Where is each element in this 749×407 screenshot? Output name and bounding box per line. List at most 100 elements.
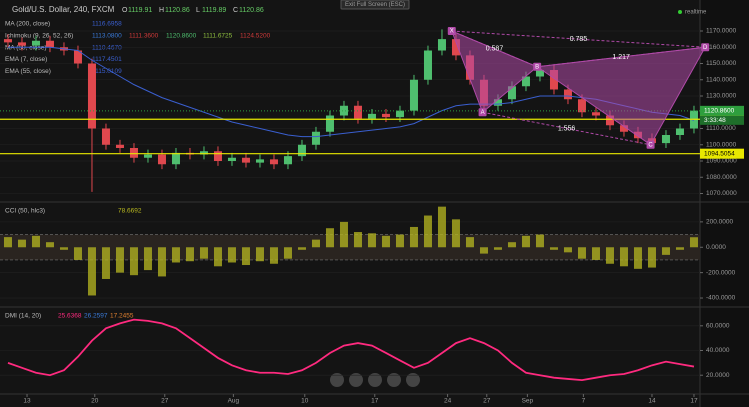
cci-bar [437, 206, 446, 248]
candle-body [101, 128, 110, 145]
symbol-title: Gold/U.S. Dollar, 240, FXCM [12, 5, 115, 14]
candle-body [325, 115, 334, 132]
candle-body [507, 86, 516, 100]
ohlc-key: H [159, 7, 164, 14]
nav-button[interactable] [330, 373, 344, 387]
x-tick-label: 17 [371, 398, 379, 405]
indicator-readout: 1117.4501 [92, 56, 122, 63]
y-tick-label: 0.0000 [706, 244, 726, 251]
cci-bar [647, 247, 656, 268]
candle-body [73, 50, 82, 64]
cci-readout: 78.6692 [118, 208, 142, 215]
cci-bar [563, 247, 572, 253]
candle-body [115, 144, 124, 148]
x-tick-label: 13 [23, 398, 31, 405]
status-label: realtime [685, 10, 707, 16]
pattern-point-label: B [535, 64, 539, 70]
y-tick-label: 1100.0000 [706, 141, 737, 148]
y-tick-label: 20.0000 [706, 372, 730, 379]
candle-body [675, 128, 684, 135]
nav-button[interactable] [406, 373, 420, 387]
x-tick-label: Aug [228, 398, 240, 405]
x-tick-label: 7 [582, 398, 586, 405]
panel-title: CCI (50, hlc3) [5, 208, 45, 215]
cci-bar [619, 247, 628, 267]
ohlc-value: 1119.91 [128, 7, 152, 14]
cci-bar [241, 247, 250, 266]
candle-body [423, 50, 432, 80]
candle-body [661, 135, 670, 144]
y-tick-label: -200.0000 [706, 269, 736, 276]
indicator-readout: 1111.3600 [129, 33, 159, 40]
cci-bar [353, 232, 362, 248]
candle-body [171, 152, 180, 165]
y-tick-label: 60.0000 [706, 323, 730, 330]
indicator-readout: 1111.6725 [203, 33, 233, 40]
cci-bar [101, 247, 110, 279]
last-price-label: 1120.8600 [704, 108, 735, 115]
x-tick-label: 20 [91, 398, 99, 405]
y-tick-label: 1170.0000 [706, 28, 737, 35]
exit-button[interactable] [340, 0, 410, 10]
cci-bar [157, 247, 166, 277]
cci-bar [577, 247, 586, 259]
cci-bar [605, 247, 614, 264]
nav-button[interactable] [387, 373, 401, 387]
pattern-point [533, 62, 542, 71]
indicator-name: Ichimoku (9, 26, 52, 26) [5, 33, 73, 40]
cci-bar [73, 247, 82, 260]
indicator-readout: 1120.8600 [166, 33, 197, 40]
pattern-ratio-line [537, 46, 706, 68]
cci-bar [283, 247, 292, 259]
indicator-readout: 1124.5200 [240, 33, 271, 40]
x-tick-label: Sep [522, 398, 534, 405]
cci-bar [451, 219, 460, 248]
pattern-point-label: D [703, 45, 708, 51]
dmi-readout: 25.6368 [58, 313, 82, 320]
cci-bar [675, 247, 684, 250]
cci-bar [325, 228, 334, 248]
pattern-ratio-line [451, 30, 706, 48]
cci-bar [45, 242, 54, 248]
indicator-readout: 1116.6958 [92, 21, 122, 28]
dmi-readout: 26.2597 [84, 313, 108, 320]
pattern-ratio: 0.785 [570, 36, 588, 43]
cci-bar [129, 247, 138, 276]
pattern-point [478, 108, 487, 117]
pattern-ratio-line [482, 111, 651, 146]
nav-button[interactable] [349, 373, 363, 387]
ohlc-value: 1120.86 [165, 7, 190, 14]
y-tick-label: 1130.0000 [706, 93, 737, 100]
cci-bar [423, 215, 432, 248]
cci-bar [59, 247, 68, 250]
candle-body [143, 154, 152, 158]
cci-bar [171, 247, 180, 263]
candle-body [605, 115, 614, 126]
indicator-name: MA (50, close) [5, 44, 47, 51]
exit-label: Exit Full Screen (ESC) [345, 2, 405, 8]
cci-bar [465, 237, 474, 248]
pattern-point-label: A [481, 110, 485, 116]
last-price-tag [700, 105, 744, 116]
pattern-point-label: X [450, 29, 454, 35]
nav-button[interactable] [368, 373, 382, 387]
indicator-readout: 1115.0109 [92, 68, 122, 75]
pattern-point [701, 43, 710, 52]
cci-bar [31, 235, 40, 248]
pattern-ratio: 0.587 [486, 46, 504, 53]
candle-body [339, 105, 348, 116]
pattern-point [447, 27, 456, 35]
cci-bar [227, 247, 236, 263]
y-tick-label: 1070.0000 [706, 190, 737, 197]
x-tick-label: 24 [444, 398, 452, 405]
dmi-line [7, 318, 695, 382]
y-tick-label: 1150.0000 [706, 60, 737, 67]
pattern-triangle [535, 46, 707, 146]
price-tag-label: 1094.5054 [704, 150, 735, 157]
indicator-name: EMA (7, close) [5, 56, 47, 63]
cci-bar [255, 247, 264, 262]
ohlc-key: O [122, 7, 128, 14]
cci-bar [3, 237, 12, 248]
y-tick-label: 200.0000 [706, 219, 733, 226]
